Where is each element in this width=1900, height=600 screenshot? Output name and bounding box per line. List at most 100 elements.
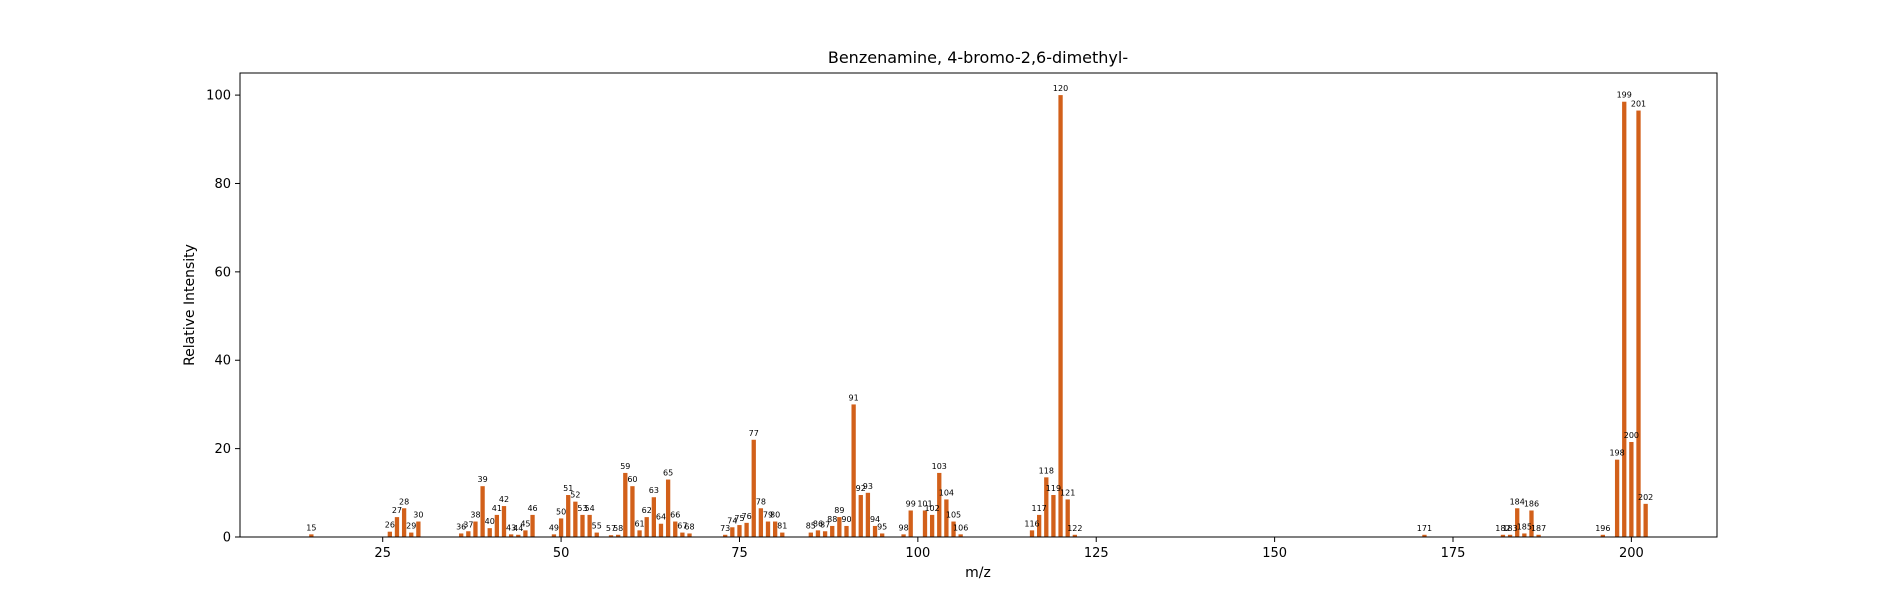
bar-mz-55: [594, 532, 599, 537]
bar-mz-49: [551, 534, 557, 537]
x-tick-label-50: 50: [553, 546, 570, 561]
peak-label-mz-64: 64: [656, 513, 666, 522]
peak-label-mz-122: 122: [1067, 524, 1082, 533]
peak-label-mz-85: 85: [806, 522, 816, 531]
bar-mz-183: [1507, 534, 1513, 537]
peak-label-mz-88: 88: [827, 515, 837, 524]
peak-label-mz-184: 184: [1510, 497, 1525, 506]
peak-label-mz-41: 41: [492, 504, 502, 513]
bar-mz-171: [1422, 534, 1427, 537]
y-axis: 0 20 40 60 80 100: [206, 89, 240, 546]
peak-label-mz-200: 200: [1624, 431, 1639, 440]
x-axis: 25 50 75 100 125 150 175 200: [374, 537, 1644, 561]
peak-label-mz-57: 57: [606, 524, 616, 533]
peak-label-mz-52: 52: [570, 491, 580, 500]
peak-label-mz-198: 198: [1609, 449, 1624, 458]
bar-mz-79: [765, 521, 771, 537]
bar-mz-38: [473, 521, 478, 537]
x-tick-label-125: 125: [1084, 546, 1109, 561]
bar-mz-98: [901, 534, 906, 537]
bar-mz-184: [1515, 508, 1520, 537]
peak-label-mz-95: 95: [877, 522, 887, 531]
bar-mz-63: [651, 497, 656, 537]
peak-label-mz-199: 199: [1617, 91, 1632, 100]
peak-label-mz-201: 201: [1631, 100, 1646, 109]
peak-label-mz-61: 61: [634, 519, 644, 528]
bar-mz-81: [780, 532, 785, 537]
y-tick-label-80: 80: [214, 177, 231, 192]
bar-mz-74: [730, 527, 735, 537]
bar-mz-102: [929, 514, 935, 537]
bar-mz-118: [1044, 477, 1049, 537]
bar-mz-44: [516, 534, 521, 537]
peak-label-mz-99: 99: [906, 499, 916, 508]
peak-label-mz-68: 68: [684, 522, 694, 531]
peak-label-mz-30: 30: [413, 511, 423, 520]
peak-label-mz-46: 46: [527, 504, 537, 513]
bar-mz-77: [751, 439, 756, 537]
peak-label-mz-81: 81: [777, 522, 787, 531]
peak-label-mz-120: 120: [1053, 84, 1068, 93]
bar-mz-120: [1058, 95, 1063, 537]
peak-label-mz-118: 118: [1039, 466, 1054, 475]
bar-mz-46: [530, 514, 535, 537]
peak-label-mz-75: 75: [734, 514, 744, 523]
bar-mz-117: [1037, 514, 1042, 537]
peak-label-mz-76: 76: [742, 512, 752, 521]
peak-label-mz-103: 103: [932, 462, 947, 471]
plot-frame: [239, 72, 1718, 538]
x-tick-label-150: 150: [1262, 546, 1287, 561]
bar-mz-66: [673, 521, 678, 537]
x-tick-label-100: 100: [905, 546, 930, 561]
bar-mz-122: [1072, 534, 1077, 537]
bar-mz-29: [409, 532, 414, 537]
bar-mz-39: [480, 486, 485, 537]
bars-layer: [309, 95, 1648, 537]
peak-label-mz-59: 59: [620, 462, 630, 471]
peak-label-mz-62: 62: [642, 506, 652, 515]
peak-label-mz-78: 78: [756, 497, 766, 506]
bar-mz-185: [1522, 533, 1527, 537]
bar-mz-15: [309, 534, 314, 537]
bar-mz-201: [1636, 110, 1641, 537]
peak-label-mz-196: 196: [1595, 524, 1610, 533]
y-tick-label-40: 40: [214, 354, 231, 369]
bar-mz-51: [566, 495, 571, 537]
bar-mz-50: [558, 518, 564, 537]
peak-label-mz-102: 102: [924, 504, 939, 513]
bar-mz-187: [1536, 534, 1541, 537]
peak-label-mz-45: 45: [520, 519, 530, 528]
peak-label-mz-40: 40: [485, 517, 495, 526]
peak-label-mz-26: 26: [385, 521, 395, 530]
bar-mz-87: [822, 531, 828, 537]
peak-label-mz-89: 89: [834, 506, 844, 515]
y-tick-label-60: 60: [214, 265, 231, 280]
peak-label-mz-101: 101: [917, 499, 932, 508]
peak-label-mz-80: 80: [770, 511, 780, 520]
bar-mz-75: [737, 525, 742, 537]
peak-label-mz-121: 121: [1060, 488, 1075, 497]
bar-mz-101: [922, 510, 928, 537]
peak-label-mz-27: 27: [392, 506, 402, 515]
peak-label-mz-79: 79: [763, 511, 773, 520]
bar-mz-36: [459, 533, 464, 537]
peak-label-mz-106: 106: [953, 523, 968, 532]
peak-label-mz-91: 91: [849, 393, 859, 402]
bar-mz-42: [501, 506, 507, 537]
bar-mz-91: [851, 404, 856, 537]
bar-mz-52: [573, 501, 578, 537]
peak-label-mz-58: 58: [613, 524, 623, 533]
chart-title: Benzenamine, 4-bromo-2,6-dimethyl-: [828, 48, 1128, 67]
peak-label-mz-55: 55: [592, 522, 602, 531]
bar-mz-89: [837, 517, 842, 537]
peak-label-mz-117: 117: [1032, 504, 1047, 513]
bar-mz-95: [880, 533, 885, 537]
bar-mz-76: [744, 522, 749, 537]
x-tick-label-75: 75: [731, 546, 748, 561]
peak-label-mz-92: 92: [856, 484, 866, 493]
bar-mz-92: [858, 495, 863, 537]
peak-label-mz-37: 37: [463, 520, 473, 529]
bar-mz-106: [958, 534, 963, 537]
bar-mz-200: [1629, 441, 1634, 537]
